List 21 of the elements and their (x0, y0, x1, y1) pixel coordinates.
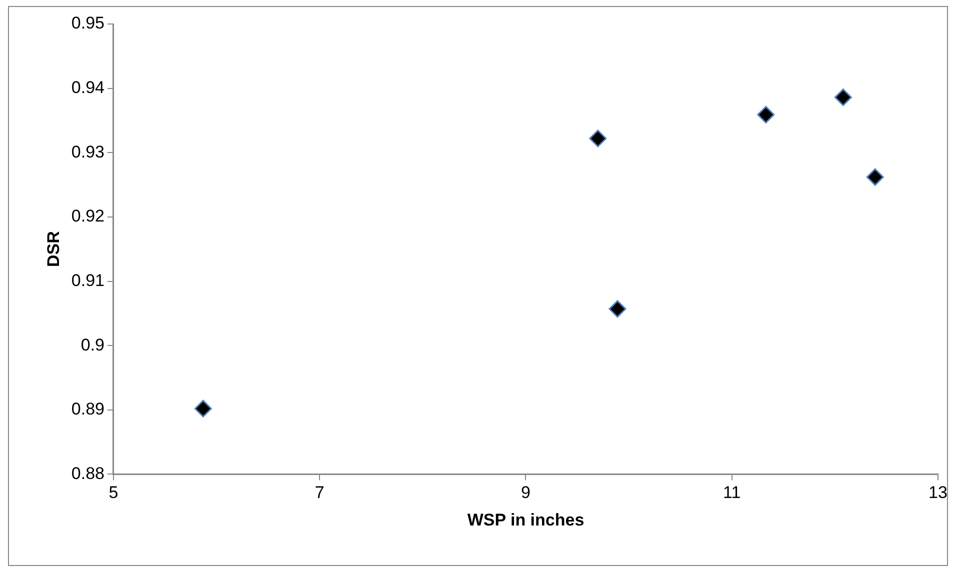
point (757, 106, 775, 124)
y-tick-label: 0.9 (80, 335, 104, 354)
x-tick-label: 5 (108, 483, 118, 502)
y-tick-label: 0.89 (71, 400, 104, 419)
x-tick-label: 11 (723, 483, 741, 502)
y-axis-title: DSR (44, 231, 63, 268)
point (866, 168, 884, 186)
x-axis-title: WSP in inches (467, 510, 584, 530)
y-tick-label: 0.92 (71, 206, 104, 226)
point (608, 300, 626, 318)
y-tick-label: 0.91 (71, 270, 104, 290)
point (194, 400, 212, 418)
y-tick-label: 0.93 (71, 142, 104, 162)
y-tick-label: 0.88 (71, 464, 104, 483)
point (834, 88, 852, 106)
y-tick-label: 0.94 (71, 78, 104, 97)
x-tick-label: 13 (928, 483, 948, 502)
x-tick-label: 7 (314, 483, 324, 502)
x-tick-label: 9 (521, 483, 530, 502)
y-tick-label: 0.95 (71, 14, 104, 33)
point (589, 130, 607, 148)
